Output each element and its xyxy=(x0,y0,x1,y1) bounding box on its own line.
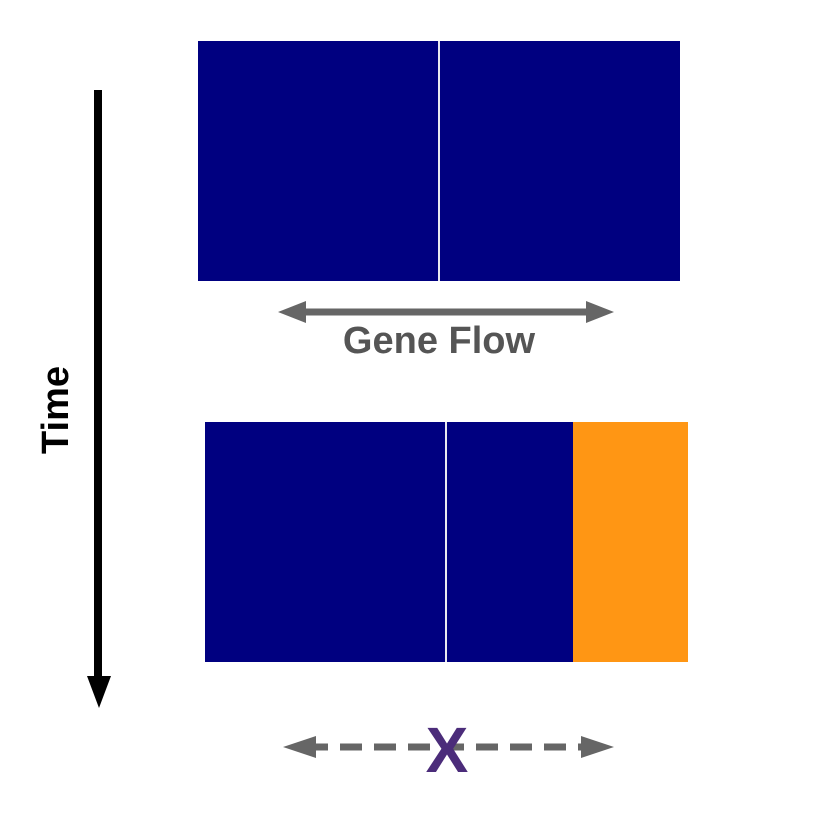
time-arrow-head-icon xyxy=(87,676,111,708)
population-right-bottom-orange xyxy=(573,422,688,662)
top-panel xyxy=(198,41,680,281)
gene-flow-arrow-right-head-icon xyxy=(586,301,614,323)
time-label: Time xyxy=(35,366,77,454)
blocked-arrow-right-head-icon xyxy=(581,736,614,758)
bottom-panel xyxy=(205,422,688,662)
population-left-bottom xyxy=(205,422,445,662)
population-right-bottom-blue xyxy=(447,422,574,662)
population-right-top xyxy=(440,41,680,281)
gene-flow-arrow-left-head-icon xyxy=(278,301,306,323)
gene-flow-arrow xyxy=(278,301,614,323)
blocked-gene-flow-arrow xyxy=(283,736,614,758)
blocked-marker-x: X xyxy=(426,714,469,786)
population-left-top xyxy=(198,41,438,281)
gene-flow-label: Gene Flow xyxy=(343,320,536,362)
time-arrow xyxy=(87,90,111,708)
blocked-arrow-left-head-icon xyxy=(283,736,316,758)
